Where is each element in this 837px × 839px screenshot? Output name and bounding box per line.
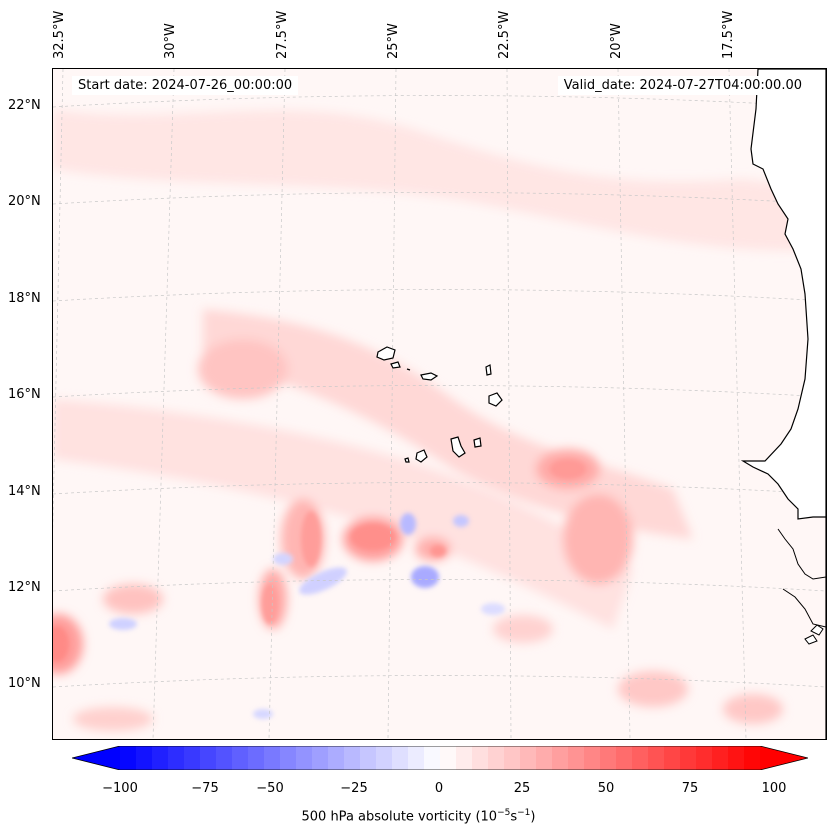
colorbar-segment: [168, 746, 185, 770]
colorbar-segment: [680, 746, 697, 770]
colorbar-segment: [552, 746, 569, 770]
colorbar: [72, 746, 808, 770]
colorbar-segment: [664, 746, 681, 770]
colorbar-segment: [200, 746, 217, 770]
colorbar-segment: [248, 746, 265, 770]
colorbar-segment: [504, 746, 521, 770]
colorbar-max-arrow: [760, 746, 808, 770]
colorbar-segment: [376, 746, 393, 770]
colorbar-segment: [472, 746, 489, 770]
colorbar-segment: [520, 746, 537, 770]
colorbar-segment: [536, 746, 553, 770]
lat-label-16n: 16°N: [8, 387, 41, 402]
valid-date-label: Valid_date: 2024-07-27T04:00:00.00: [557, 76, 808, 95]
colorbar-segment: [696, 746, 713, 770]
colorbar-label-exp1: −5: [497, 808, 511, 818]
colorbar-segment: [232, 746, 249, 770]
colorbar-segment: [440, 746, 457, 770]
colorbar-tick: 25: [513, 781, 531, 796]
colorbar-segments: [120, 746, 761, 770]
colorbar-segment: [280, 746, 297, 770]
bissagos-islands: [804, 624, 824, 645]
lon-label-30w: 30°W: [163, 23, 178, 59]
lon-label-17-5w: 17.5°W: [721, 10, 736, 59]
colorbar-segment: [456, 746, 473, 770]
colorbar-segment: [184, 746, 201, 770]
colorbar-tick: 0: [434, 781, 444, 796]
colorbar-segment: [632, 746, 649, 770]
colorbar-label-suffix: ): [530, 809, 536, 825]
lat-label-20n: 20°N: [8, 194, 41, 209]
colorbar-segment: [648, 746, 665, 770]
graticule: [53, 69, 826, 739]
colorbar-segment: [728, 746, 745, 770]
lat-label-12n: 12°N: [8, 580, 41, 595]
colorbar-label-mid: s: [510, 809, 518, 825]
colorbar-label: 500 hPa absolute vorticity (10−5s−1): [0, 808, 837, 824]
colorbar-tick: −25: [340, 781, 368, 796]
lat-label-18n: 18°N: [8, 291, 41, 306]
colorbar-segment: [344, 746, 361, 770]
colorbar-segment: [568, 746, 585, 770]
anticyclonic-blobs: [109, 513, 505, 719]
cyclonic-blobs: [53, 459, 586, 662]
vorticity-field: [53, 109, 826, 731]
colorbar-tick: 50: [597, 781, 615, 796]
colorbar-segment: [744, 746, 761, 770]
lat-label-10n: 10°N: [8, 676, 41, 691]
lon-label-20w: 20°W: [609, 23, 624, 59]
colorbar-segment: [328, 746, 345, 770]
colorbar-segment: [264, 746, 281, 770]
colorbar-segment: [600, 746, 617, 770]
lon-label-25w: 25°W: [386, 23, 401, 59]
colorbar-label-exp2: −1: [517, 808, 531, 818]
colorbar-label-prefix: 500 hPa absolute vorticity (10: [301, 809, 498, 825]
colorbar-segment: [136, 746, 153, 770]
colorbar-segment: [408, 746, 425, 770]
colorbar-tick: −100: [102, 781, 138, 796]
colorbar-segment: [616, 746, 633, 770]
colorbar-segment: [488, 746, 505, 770]
lon-label-22-5w: 22.5°W: [497, 10, 512, 59]
africa-landmass: [740, 69, 826, 739]
colorbar-tick: 75: [681, 781, 699, 796]
vorticity-map: [53, 69, 826, 739]
colorbar-segment: [392, 746, 409, 770]
map-panel[interactable]: [52, 68, 827, 740]
colorbar-segment: [360, 746, 377, 770]
colorbar-segment: [424, 746, 441, 770]
colorbar-min-arrow: [72, 746, 120, 770]
lon-label-32-5w: 32.5°W: [52, 10, 67, 59]
guinea-coast: [777, 528, 826, 628]
lon-label-27-5w: 27.5°W: [275, 10, 290, 59]
colorbar-tick: −75: [191, 781, 219, 796]
lat-label-14n: 14°N: [8, 484, 41, 499]
colorbar-segment: [296, 746, 313, 770]
colorbar-segment: [712, 746, 729, 770]
colorbar-segment: [216, 746, 233, 770]
lat-label-22n: 22°N: [8, 98, 41, 113]
colorbar-tick: −50: [256, 781, 284, 796]
colorbar-tick: 100: [761, 781, 787, 796]
cape-verde-islands: [376, 346, 503, 463]
colorbar-segment: [584, 746, 601, 770]
colorbar-segment: [120, 746, 137, 770]
colorbar-segment: [152, 746, 169, 770]
colorbar-segment: [312, 746, 329, 770]
start-date-label: Start date: 2024-07-26_00:00:00: [72, 76, 299, 95]
